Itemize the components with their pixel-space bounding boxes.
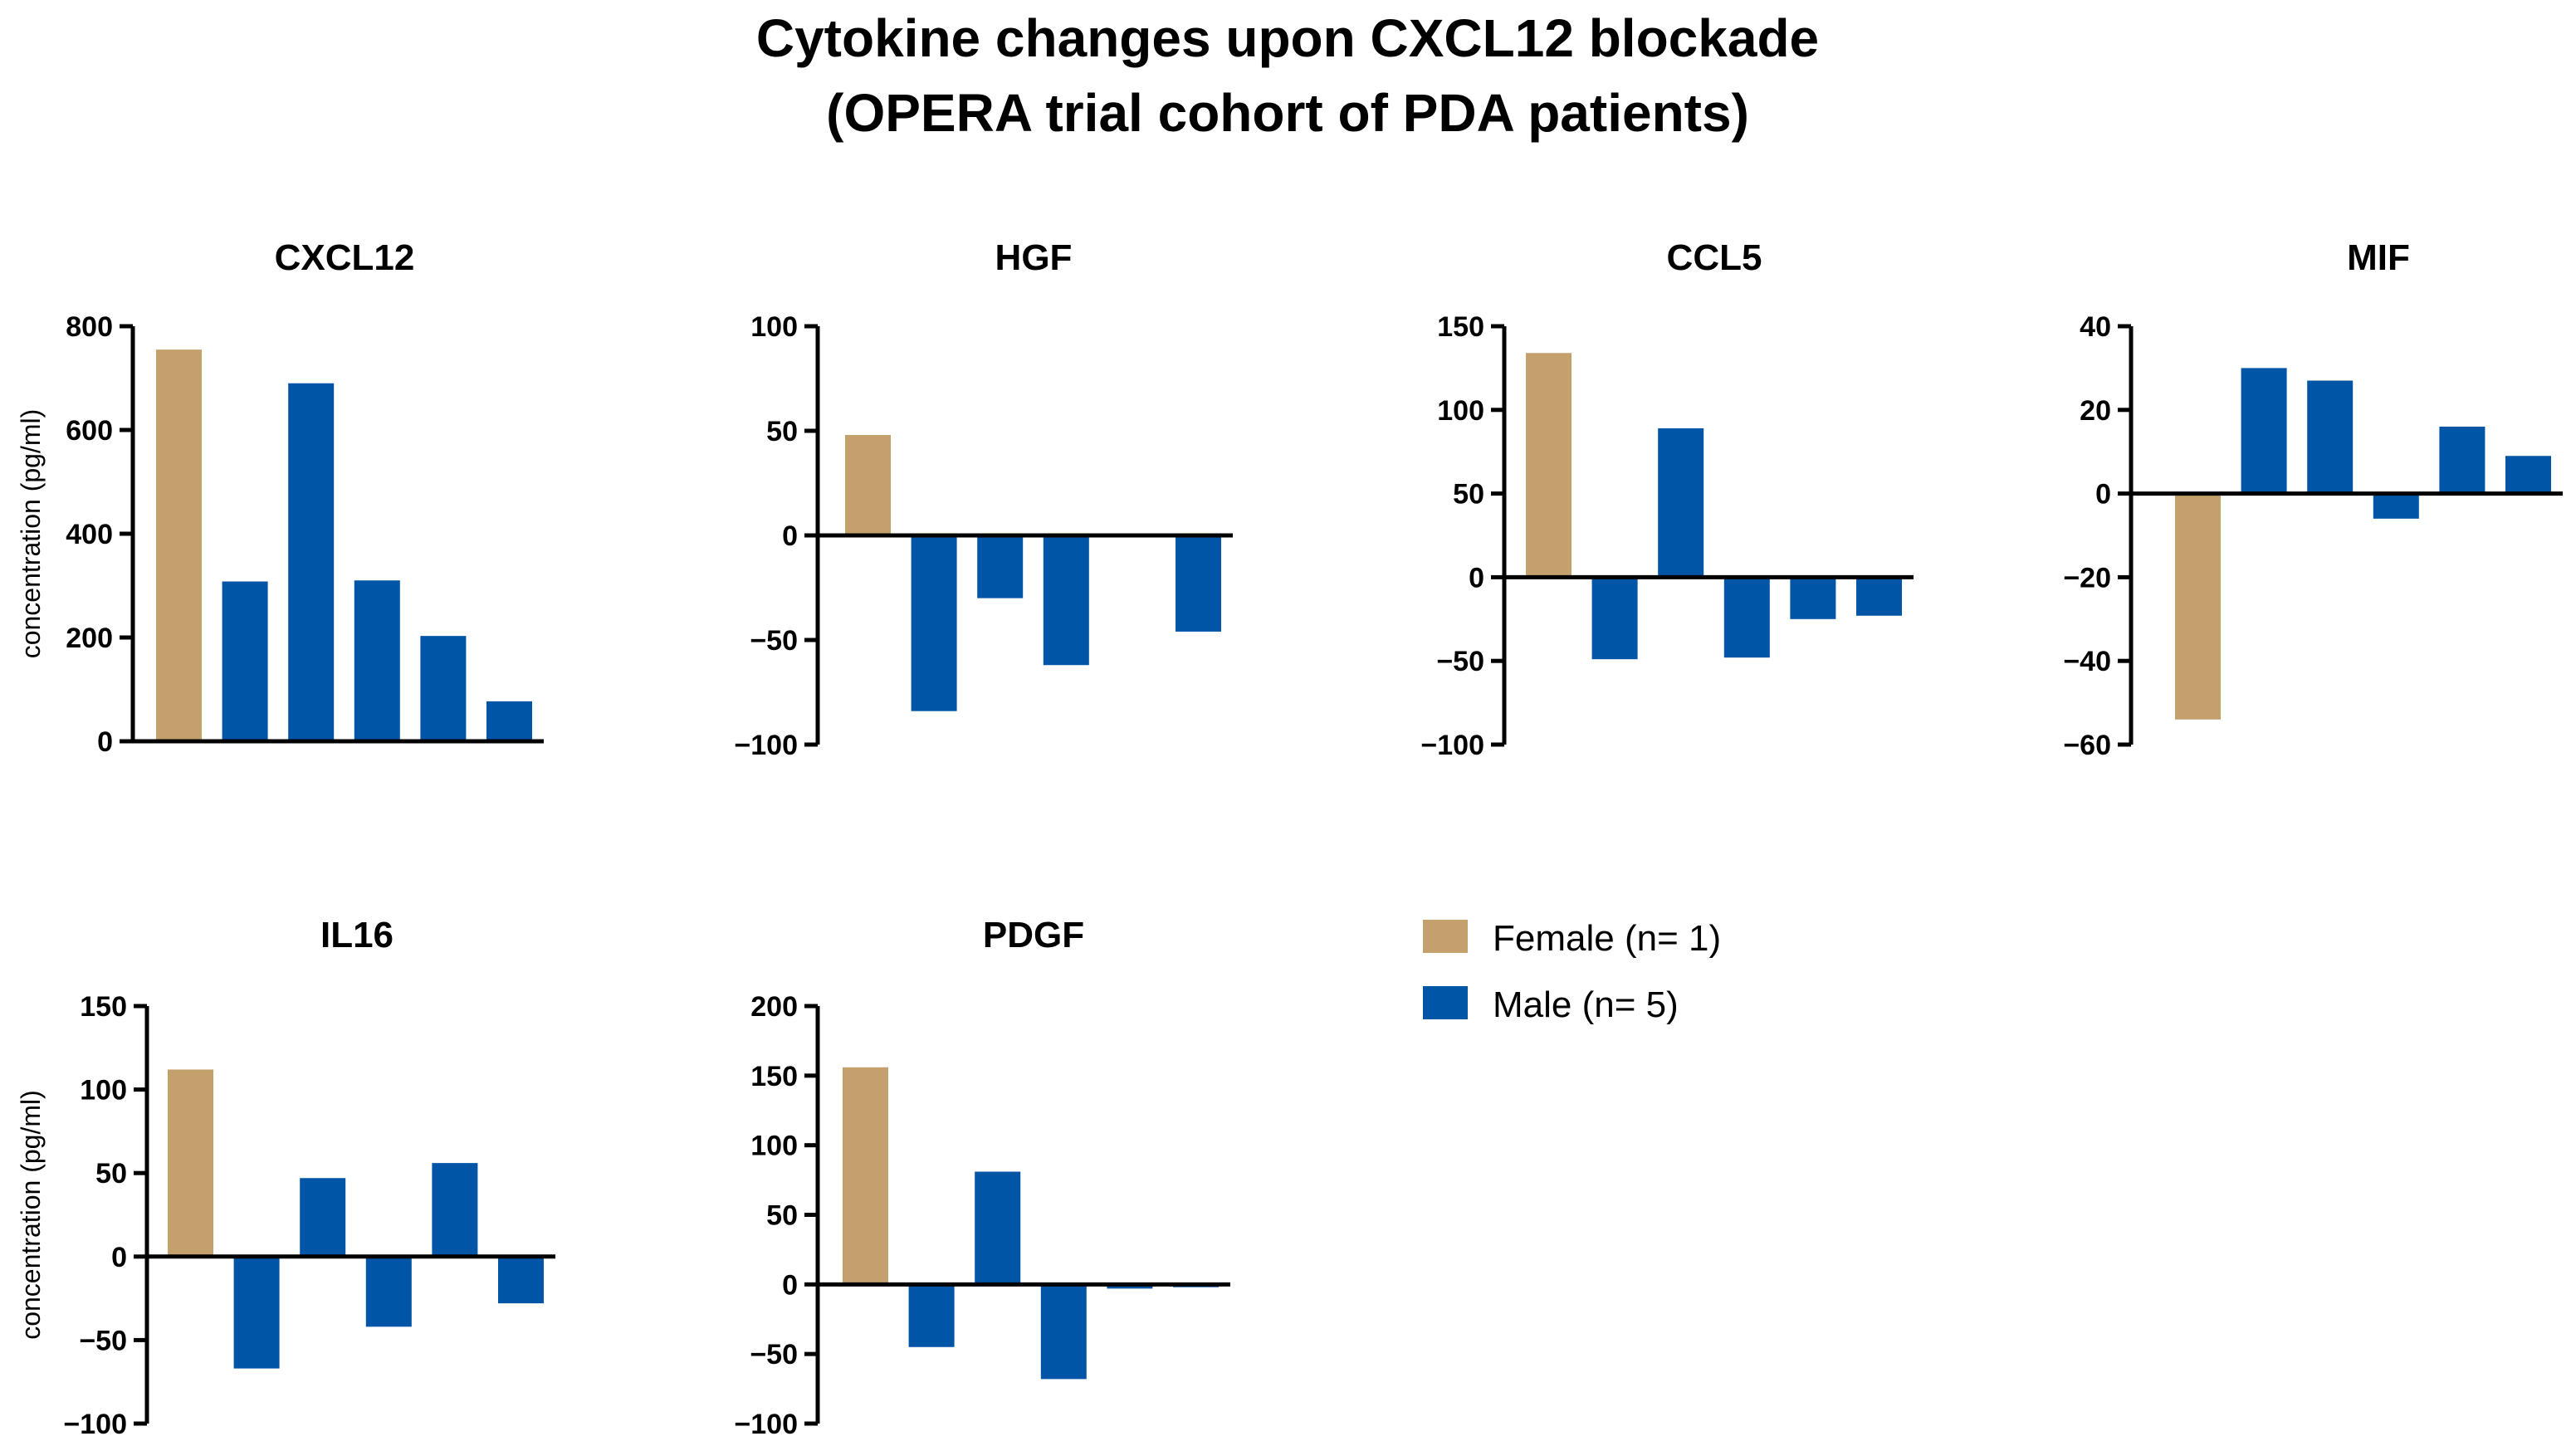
bar-ccl5-female-1 — [1526, 353, 1572, 578]
panel-mif: MIF −60 −40 −20 0 20 40 — [2063, 237, 2563, 761]
bar-cxcl12-female-1 — [156, 349, 202, 741]
tick-label-ccl5-3: 50 — [1453, 479, 1484, 510]
tick-label-pdgf-4: 100 — [750, 1131, 798, 1162]
tick-label-mif-4: 20 — [2080, 395, 2111, 427]
y-axis-label-il16: concentration (pg/ml) — [16, 1090, 46, 1340]
tick-label-mif-3: 0 — [2095, 479, 2111, 510]
tick-label-hgf-3: 50 — [766, 416, 798, 447]
tick-label-hgf-2: 0 — [782, 520, 798, 552]
figure-title-line-2: (OPERA trial cohort of PDA patients) — [826, 83, 1749, 143]
legend-label-female: Female (n= 1) — [1493, 918, 1721, 959]
bar-hgf-male-3 — [977, 535, 1024, 598]
figure-title-line-1: Cytokine changes upon CXCL12 blockade — [756, 8, 1819, 68]
tick-label-mif-0: −60 — [2063, 730, 2111, 761]
tick-label-cxcl12-2: 400 — [66, 519, 113, 550]
tick-label-il16-0: −100 — [63, 1409, 127, 1440]
bar-mif-male-6 — [2505, 456, 2551, 494]
bar-hgf-female-1 — [845, 435, 891, 535]
bar-pdgf-female-1 — [843, 1067, 888, 1285]
tick-label-mif-1: −40 — [2063, 646, 2111, 677]
bar-cxcl12-male-2 — [222, 581, 268, 741]
panel-title-hgf: HGF — [995, 237, 1073, 278]
legend-label-male: Male (n= 5) — [1493, 984, 1679, 1025]
bar-il16-female-1 — [168, 1069, 213, 1257]
bar-ccl5-male-2 — [1591, 577, 1638, 660]
bar-ccl5-male-4 — [1723, 577, 1770, 658]
tick-label-hgf-1: −50 — [750, 625, 798, 657]
tick-label-ccl5-4: 100 — [1437, 395, 1484, 427]
panel-il16: IL16 −100 −50 0 50 100 150 concentration (pg/ml… — [16, 915, 555, 1440]
bar-pdgf-male-5 — [1107, 1284, 1153, 1289]
bar-hgf-male-2 — [911, 535, 957, 711]
tick-label-pdgf-3: 50 — [766, 1200, 798, 1232]
tick-label-pdgf-2: 0 — [782, 1269, 798, 1301]
bar-mif-female-1 — [2175, 493, 2221, 720]
bar-ccl5-male-3 — [1658, 427, 1704, 578]
tick-label-pdgf-1: −50 — [750, 1339, 798, 1370]
bar-cxcl12-male-5 — [420, 636, 467, 741]
tick-label-il16-2: 0 — [111, 1242, 127, 1273]
tick-label-il16-4: 100 — [80, 1075, 127, 1106]
tick-label-hgf-4: 100 — [750, 311, 798, 343]
panel-title-mif: MIF — [2347, 237, 2410, 278]
legend: Female (n= 1) Male (n= 5) — [1423, 918, 1721, 1025]
bar-pdgf-male-4 — [1040, 1284, 1087, 1380]
bar-mif-male-5 — [2439, 426, 2486, 494]
legend-swatch-male — [1423, 986, 1468, 1019]
bar-hgf-male-4 — [1043, 535, 1089, 666]
panel-title-il16: IL16 — [320, 915, 393, 955]
tick-label-mif-5: 40 — [2080, 311, 2111, 343]
bar-pdgf-male-3 — [975, 1171, 1021, 1285]
bar-il16-male-3 — [300, 1178, 346, 1257]
tick-label-il16-3: 50 — [95, 1158, 127, 1190]
tick-label-ccl5-0: −100 — [1420, 730, 1484, 761]
tick-label-mif-2: −20 — [2063, 562, 2111, 594]
y-axis-label-cxcl12: concentration (pg/ml) — [16, 409, 46, 659]
panel-hgf: HGF −100 −50 0 50 100 — [734, 237, 1233, 761]
legend-swatch-female — [1423, 920, 1468, 953]
panel-ccl5: CCL5 −100 −50 0 50 100 150 — [1420, 237, 1914, 761]
panel-title-cxcl12: CXCL12 — [275, 237, 415, 278]
panel-title-pdgf: PDGF — [983, 915, 1084, 955]
bar-mif-male-4 — [2373, 493, 2419, 519]
bar-il16-male-4 — [365, 1256, 412, 1327]
bar-hgf-male-6 — [1176, 535, 1221, 632]
tick-label-cxcl12-0: 0 — [97, 726, 113, 758]
tick-label-pdgf-0: −100 — [734, 1409, 798, 1440]
tick-label-pdgf-5: 150 — [750, 1061, 798, 1092]
tick-label-pdgf-6: 200 — [750, 991, 798, 1023]
bar-mif-male-2 — [2241, 368, 2287, 494]
tick-label-cxcl12-4: 800 — [66, 311, 113, 343]
tick-label-il16-1: −50 — [79, 1325, 127, 1356]
bar-ccl5-male-5 — [1790, 577, 1836, 619]
panel-title-ccl5: CCL5 — [1667, 237, 1762, 278]
tick-label-il16-5: 150 — [80, 991, 127, 1023]
tick-label-cxcl12-1: 200 — [66, 623, 113, 654]
bar-cxcl12-male-6 — [486, 701, 532, 741]
bar-il16-male-5 — [432, 1163, 478, 1257]
bar-cxcl12-male-3 — [288, 383, 335, 741]
tick-label-ccl5-2: 0 — [1469, 562, 1484, 594]
bar-mif-male-3 — [2307, 380, 2354, 494]
tick-label-ccl5-1: −50 — [1436, 646, 1484, 677]
panel-pdgf: PDGF −100 −50 0 50 100 150 200 — [734, 915, 1230, 1440]
panel-cxcl12: CXCL12 0 200 400 600 800 concentration (pg/ml) — [16, 237, 544, 758]
bar-cxcl12-male-4 — [354, 580, 400, 741]
bar-il16-male-6 — [498, 1256, 544, 1304]
tick-label-ccl5-5: 150 — [1437, 311, 1484, 343]
bar-ccl5-male-6 — [1856, 577, 1902, 616]
tick-label-cxcl12-3: 600 — [66, 415, 113, 447]
bar-il16-male-2 — [233, 1256, 280, 1369]
bar-pdgf-male-2 — [908, 1284, 955, 1347]
tick-label-hgf-0: −100 — [734, 730, 798, 761]
